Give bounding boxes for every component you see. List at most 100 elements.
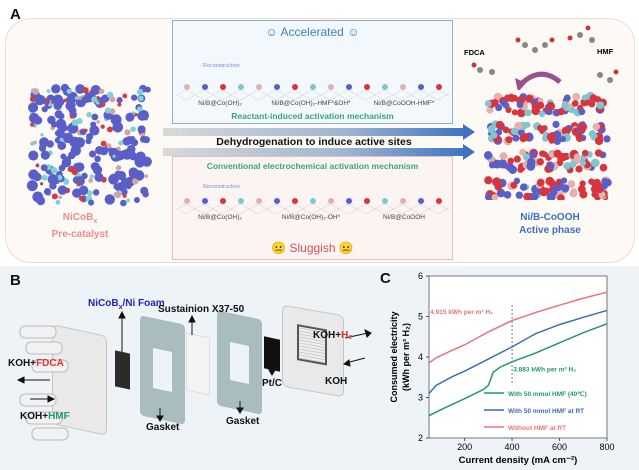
atom <box>139 135 147 143</box>
atom <box>418 198 424 204</box>
atom <box>436 198 442 204</box>
atom <box>116 97 123 104</box>
panel-c-label: C <box>380 270 391 287</box>
atom <box>486 106 494 114</box>
electricity-chart: 2 3 4 5 6 200 400 600 800 Current density (mA cm⁻… <box>389 271 615 466</box>
atom <box>573 153 581 161</box>
atom <box>517 166 524 173</box>
y-axis-unit: (kWh per m³ H₂) <box>401 323 411 391</box>
koh-text: KOH+ <box>313 330 342 341</box>
lattice <box>374 89 394 101</box>
atom <box>588 100 596 108</box>
atom <box>524 109 532 117</box>
atom <box>78 195 85 202</box>
atom <box>92 189 100 196</box>
atom <box>28 102 39 113</box>
atom <box>40 150 50 160</box>
atom <box>67 100 76 110</box>
atom <box>88 178 93 183</box>
atom <box>292 84 298 90</box>
atom <box>575 165 583 173</box>
lattice <box>248 89 268 101</box>
atom <box>571 100 579 107</box>
series-line <box>428 291 608 364</box>
atom <box>274 198 280 204</box>
atom <box>77 96 82 100</box>
atom <box>346 84 352 90</box>
atom <box>74 96 79 100</box>
atom <box>382 198 388 204</box>
neutral-face-icon: 😐 <box>338 241 354 255</box>
lattice <box>320 89 340 101</box>
panel-b-label: B <box>10 272 21 289</box>
arrows-overlay <box>16 310 372 422</box>
atom <box>575 134 584 142</box>
atom <box>495 120 505 130</box>
atom <box>202 84 208 90</box>
sluggish-text: Sluggish <box>289 241 336 255</box>
atom <box>124 129 131 136</box>
active-phase-name: Ni/B-CoOOH <box>520 212 580 223</box>
atom <box>43 188 52 196</box>
atom <box>89 150 97 158</box>
atom <box>144 86 151 93</box>
atom <box>98 97 105 104</box>
atom <box>561 100 569 109</box>
atom <box>82 87 89 94</box>
atom <box>601 179 610 187</box>
atom <box>91 113 99 121</box>
atom <box>238 84 244 90</box>
koh-fdca-label: KOH+FDCA <box>8 358 64 369</box>
atom <box>122 193 127 198</box>
atom <box>513 155 521 163</box>
accelerated-box: ☺ Accelerated ☺ Reconstruction Ni/B@Co(O… <box>172 20 453 124</box>
atom <box>495 104 503 112</box>
atom <box>503 190 512 199</box>
h2-text: H₂ <box>341 330 353 341</box>
atom <box>104 194 115 205</box>
atom <box>68 151 76 160</box>
atom <box>63 178 70 185</box>
lattice <box>284 203 304 215</box>
atom <box>519 183 528 191</box>
atom <box>569 189 578 198</box>
atom <box>568 106 576 114</box>
atom <box>133 196 140 204</box>
lattice <box>212 89 232 101</box>
atom <box>581 149 589 157</box>
atom <box>256 84 262 90</box>
x-tick-label: 600 <box>552 442 567 452</box>
atom <box>113 183 120 190</box>
atom <box>122 137 132 146</box>
bolts-image <box>19 325 69 441</box>
atom <box>256 198 262 204</box>
atom <box>106 126 113 133</box>
atom <box>563 94 571 102</box>
precatalyst-label: NiCoBx Pre-catalyst <box>20 211 140 241</box>
atom <box>29 96 36 102</box>
atom <box>515 122 524 130</box>
atom <box>100 140 107 147</box>
atom <box>561 126 571 136</box>
atom <box>531 102 539 110</box>
atom <box>539 150 546 157</box>
hmf-text: HMF <box>48 411 70 422</box>
atom <box>516 101 524 109</box>
lattice <box>338 89 358 101</box>
atom <box>144 174 149 179</box>
atom <box>39 137 50 148</box>
atom <box>54 110 63 119</box>
atom <box>184 84 190 90</box>
atom <box>511 109 518 116</box>
lattice <box>428 89 448 101</box>
atom <box>603 135 611 143</box>
atom <box>589 94 598 102</box>
atom <box>100 124 105 129</box>
atom <box>56 127 65 135</box>
atom <box>490 131 498 139</box>
atom <box>510 181 518 189</box>
atom <box>382 84 388 90</box>
arrow-bar-top <box>163 124 475 140</box>
atom <box>484 176 493 185</box>
gasket-1-label: Gasket <box>146 422 180 433</box>
